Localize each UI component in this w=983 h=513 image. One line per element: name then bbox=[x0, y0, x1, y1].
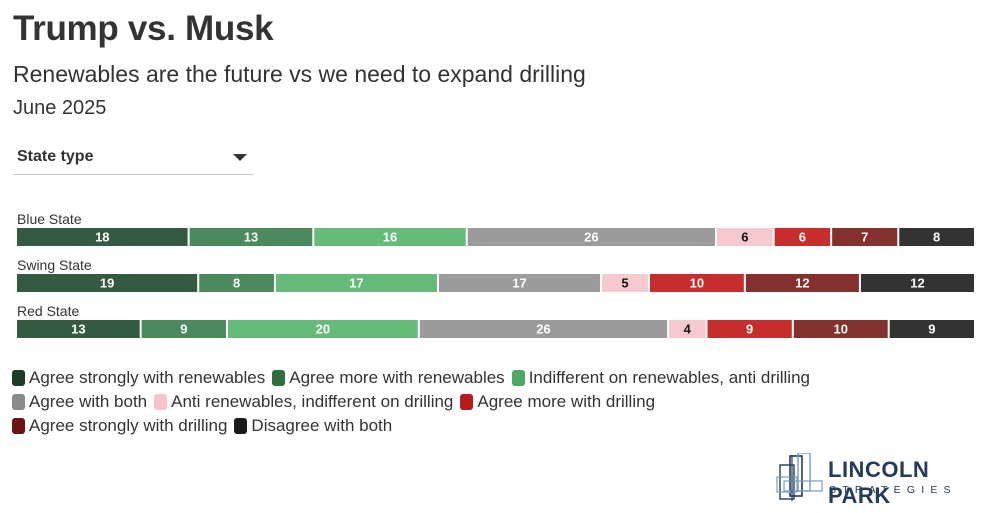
legend-row: Agree strongly with drilling Disagree wit… bbox=[12, 414, 912, 438]
state-type-dropdown[interactable]: State type bbox=[13, 143, 253, 175]
data-label: 8 bbox=[233, 276, 240, 291]
legend-item[interactable]: Anti renewables, indifferent on drilling bbox=[154, 392, 453, 412]
legend-item[interactable]: Agree strongly with renewables bbox=[12, 368, 265, 388]
bar-segment[interactable] bbox=[669, 320, 706, 338]
bar-segment[interactable] bbox=[17, 320, 140, 338]
legend-label: Anti renewables, indifferent on drilling bbox=[171, 392, 454, 411]
data-label: 5 bbox=[621, 276, 628, 291]
stacked-bar-chart: Blue State 18 13 16 26 6 6 7 8 Swing State 19 8 17 17… bbox=[17, 211, 974, 338]
legend-swatch bbox=[511, 370, 525, 386]
legend-label: Agree with both bbox=[29, 392, 148, 411]
dropdown-label: State type bbox=[17, 148, 94, 165]
bar-segment[interactable] bbox=[889, 320, 974, 338]
bar-segment[interactable] bbox=[774, 228, 831, 246]
data-label: 13 bbox=[244, 230, 258, 245]
category-label: Red State bbox=[17, 303, 79, 319]
category-label: Blue State bbox=[17, 211, 82, 227]
data-label: 7 bbox=[861, 230, 868, 245]
lincoln-park-logo: LINCOLN PARK STRATEGIES bbox=[776, 453, 976, 508]
bar-segment[interactable] bbox=[717, 228, 773, 246]
legend-label: Agree strongly with renewables bbox=[29, 368, 266, 387]
bar-segment[interactable] bbox=[438, 274, 600, 292]
legend-swatch bbox=[12, 418, 25, 434]
category-label: Swing State bbox=[17, 257, 92, 273]
bar-segment[interactable] bbox=[793, 320, 888, 338]
legend-label: Agree strongly with drilling bbox=[29, 416, 228, 435]
data-label: 26 bbox=[536, 322, 550, 337]
bar-segment[interactable] bbox=[707, 320, 792, 338]
legend-swatch bbox=[234, 418, 248, 434]
legend-item[interactable]: Indifferent on renewables, anti drilling bbox=[511, 368, 810, 388]
legend-item[interactable]: Agree strongly with drilling bbox=[12, 416, 227, 436]
page-subtitle: Renewables are the future vs we need to … bbox=[13, 61, 586, 87]
data-label: 12 bbox=[795, 276, 809, 291]
data-label: 6 bbox=[741, 230, 748, 245]
legend-swatch bbox=[154, 394, 168, 410]
bar-segment[interactable] bbox=[832, 228, 898, 246]
bar-segment[interactable] bbox=[17, 274, 198, 292]
data-label: 13 bbox=[71, 322, 85, 337]
data-label: 12 bbox=[910, 276, 924, 291]
bar-segment[interactable] bbox=[419, 320, 668, 338]
legend-label: Agree more with drilling bbox=[477, 392, 656, 411]
data-label: 16 bbox=[383, 230, 397, 245]
bar-segment[interactable] bbox=[199, 274, 274, 292]
bar-segment[interactable] bbox=[745, 274, 859, 292]
legend-row: Agree strongly with renewables Agree more… bbox=[12, 366, 912, 390]
data-label: 10 bbox=[834, 322, 848, 337]
legend-label: Disagree with both bbox=[251, 416, 393, 435]
legend-swatch bbox=[272, 370, 286, 386]
logo-name: LINCOLN PARK bbox=[828, 457, 930, 508]
data-label: 10 bbox=[690, 276, 704, 291]
data-label: 18 bbox=[95, 230, 109, 245]
legend-swatch bbox=[12, 370, 25, 386]
legend-item[interactable]: Disagree with both bbox=[234, 416, 392, 436]
bar-segment[interactable] bbox=[275, 274, 437, 292]
legend-label: Agree more with renewables bbox=[289, 368, 505, 387]
bar-segment[interactable] bbox=[314, 228, 466, 246]
legend-item[interactable]: Agree more with drilling bbox=[460, 392, 655, 412]
data-label: 17 bbox=[349, 276, 363, 291]
bar-segment[interactable] bbox=[601, 274, 648, 292]
legend-label: Indifferent on renewables, anti drilling bbox=[528, 368, 810, 387]
page-date: June 2025 bbox=[13, 97, 107, 119]
bar-segment[interactable] bbox=[899, 228, 974, 246]
data-label: 26 bbox=[584, 230, 598, 245]
chart-legend: Agree strongly with renewables Agree more… bbox=[12, 366, 912, 438]
data-label: 6 bbox=[799, 230, 806, 245]
data-label: 8 bbox=[933, 230, 940, 245]
legend-item[interactable]: Agree more with renewables bbox=[272, 368, 505, 388]
legend-item[interactable]: Agree with both bbox=[12, 392, 147, 412]
data-label: 9 bbox=[746, 322, 753, 337]
data-label: 20 bbox=[316, 322, 330, 337]
bar-segment[interactable] bbox=[189, 228, 313, 246]
legend-swatch bbox=[12, 394, 25, 410]
data-label: 9 bbox=[180, 322, 187, 337]
legend-swatch bbox=[460, 394, 474, 410]
bar-segment[interactable] bbox=[649, 274, 744, 292]
bar-segment[interactable] bbox=[467, 228, 716, 246]
bar-segment[interactable] bbox=[860, 274, 974, 292]
logo-subtitle: STRATEGIES bbox=[829, 484, 957, 496]
page-title: Trump vs. Musk bbox=[13, 9, 274, 48]
chevron-down-icon[interactable] bbox=[233, 154, 247, 161]
data-label: 4 bbox=[684, 322, 692, 337]
legend-row: Agree with both Anti renewables, indiffer… bbox=[12, 390, 912, 414]
bar-segment[interactable] bbox=[227, 320, 418, 338]
data-label: 19 bbox=[100, 276, 114, 291]
data-label: 9 bbox=[928, 322, 935, 337]
data-label: 17 bbox=[512, 276, 526, 291]
bar-segment[interactable] bbox=[17, 228, 188, 246]
logo-mark-icon bbox=[776, 453, 823, 501]
bar-segment[interactable] bbox=[141, 320, 226, 338]
